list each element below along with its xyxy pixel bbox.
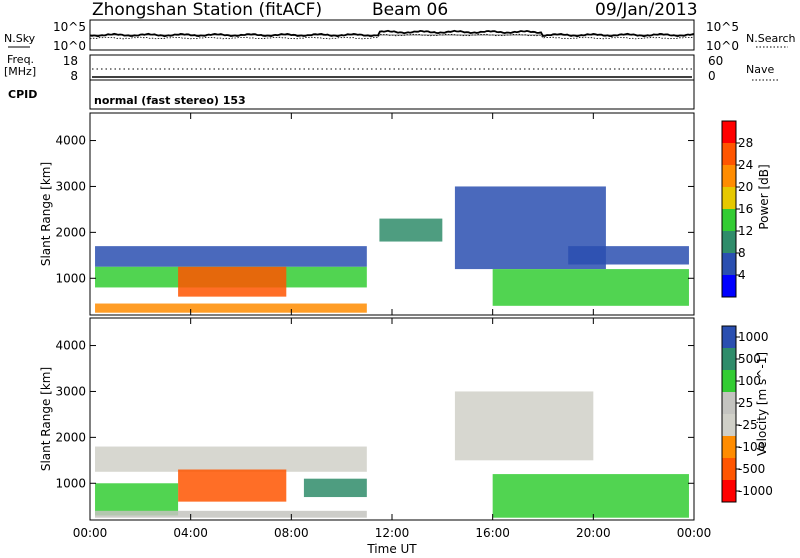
colorbar-tick-label-3: 16	[738, 202, 753, 216]
y-tick-label-1: 2000	[55, 225, 86, 239]
noise-search-trace	[89, 33, 695, 40]
colorbar-tick-label-2: 12	[738, 224, 753, 238]
scatter-region-7	[568, 246, 689, 265]
colorbar-segment-7	[722, 326, 736, 348]
colorbar-segment-2	[722, 436, 736, 458]
nave-tick-top: 60	[708, 54, 723, 68]
noise-right-tick-top: 10^5	[706, 20, 739, 34]
colorbar-tick-label-5: -100	[738, 440, 765, 454]
colorbar-tick-label-6: -500	[738, 462, 765, 476]
colorbar-segment-3	[722, 414, 736, 436]
scatter-region-3	[303, 478, 367, 498]
power-colorbar-label: Power [dB]	[757, 164, 771, 229]
beam-label: Beam 06	[372, 0, 448, 20]
freq-unit-label: [MHz]	[4, 65, 36, 78]
time-tick-label-1: 04:00	[173, 526, 208, 540]
colorbar-tick-label-4: -25	[738, 418, 758, 432]
power-axes: 1000 2000 3000 4000	[55, 113, 695, 315]
freq-tick-top: 18	[63, 54, 78, 68]
time-tick-label-3: 12:00	[375, 526, 410, 540]
nave-label: Nave	[746, 63, 774, 76]
colorbar-segment-3	[722, 209, 736, 231]
velocity-colorbar-label: Velocity [m s^-1]	[755, 352, 769, 456]
station-title: Zhongshan Station (fitACF)	[92, 0, 322, 20]
time-tick-label-4: 16:00	[475, 526, 510, 540]
scatter-region-2	[95, 483, 179, 516]
y-tick-label-2: 3000	[55, 179, 86, 193]
noise-right-tick-bottom: 10^0	[706, 39, 739, 53]
scatter-region-6	[492, 269, 689, 306]
colorbar-tick-label-7: -1000	[738, 484, 773, 498]
noise-search-label: N.Search	[746, 32, 796, 45]
noise-left-tick-bottom: 10^0	[53, 39, 86, 53]
cpid-frame	[89, 79, 695, 110]
colorbar-segment-1	[722, 458, 736, 480]
colorbar-tick-label-0: 1000	[738, 330, 769, 344]
scatter-region-3	[95, 303, 367, 313]
colorbar-tick-label-1: 8	[738, 246, 746, 260]
y-tick-label-3: 4000	[55, 134, 86, 148]
nave-tick-bottom: 0	[708, 69, 716, 83]
colorbar-segment-5	[722, 370, 736, 392]
scatter-region-4	[379, 218, 443, 242]
noise-left-tick-top: 10^5	[53, 20, 86, 34]
scatter-region-6	[492, 474, 689, 518]
scatter-region-2	[178, 266, 287, 297]
y-tick-label-0: 1000	[55, 271, 86, 285]
y-tick-label-3: 4000	[55, 339, 86, 353]
power-regions	[95, 186, 689, 313]
power-ylabel: Slant Range [km]	[39, 162, 53, 266]
velocity-axes: 1000 2000 3000 4000	[55, 318, 695, 520]
scatter-region-5	[454, 391, 594, 461]
colorbar-segment-0	[722, 480, 736, 502]
colorbar-tick-label-4: 20	[738, 180, 753, 194]
scatter-region-0	[95, 246, 367, 267]
freq-panel: Freq. [MHz] 18 8 60 0 Nave	[4, 53, 780, 83]
time-tick-label-0: 00:00	[73, 526, 108, 540]
colorbar-tick-label-3: 25	[738, 396, 753, 410]
time-tick-label-5: 20:00	[576, 526, 611, 540]
scatter-region-4	[95, 510, 367, 518]
scatter-region-1	[178, 469, 287, 502]
noise-sky-trace	[89, 29, 695, 38]
y-tick-label-0: 1000	[55, 476, 86, 490]
colorbar-segment-1	[722, 253, 736, 275]
colorbar-segment-0	[722, 275, 736, 297]
velocity-ylabel: Slant Range [km]	[39, 367, 53, 471]
time-axis: 00:00 04:00 08:00 12:00 16:00 20:00 00:00	[73, 526, 712, 540]
time-tick-label-2: 08:00	[274, 526, 309, 540]
colorbar-tick-label-0: 4	[738, 268, 746, 282]
colorbar-segment-6	[722, 143, 736, 165]
velocity-panel: 1000 2000 3000 4000 Slant Range [km] 1000 50…	[39, 317, 773, 521]
colorbar-tick-label-6: 28	[738, 136, 753, 150]
colorbar-segment-2	[722, 231, 736, 253]
noise-sky-label: N.Sky	[4, 32, 36, 45]
cpid-row: CPID normal (fast stereo) 153	[8, 79, 695, 110]
y-tick-label-1: 2000	[55, 430, 86, 444]
freq-tick-bottom: 8	[70, 69, 78, 83]
colorbar-segment-6	[722, 348, 736, 370]
time-tick-label-6: 00:00	[677, 526, 712, 540]
y-tick-label-2: 3000	[55, 384, 86, 398]
colorbar-tick-label-5: 24	[738, 158, 753, 172]
time-axis-label: Time UT	[366, 542, 417, 554]
colorbar-segment-4	[722, 392, 736, 414]
velocity-regions	[95, 391, 689, 518]
date-label: 09/Jan/2013	[595, 0, 698, 20]
velocity-colorbar: 1000 500 100 25 -25 -100 -500 -1000	[721, 325, 773, 503]
colorbar-tick-label-1: 500	[738, 352, 761, 366]
power-colorbar: 4 8 12 16 20 24 28	[721, 120, 753, 298]
cpid-label: CPID	[8, 88, 37, 101]
colorbar-segment-5	[722, 165, 736, 187]
colorbar-segment-4	[722, 187, 736, 209]
noise-panel: N.Sky 10^5 10^0 10^5 10^0 N.Search	[4, 19, 796, 53]
freq-label: Freq.	[7, 53, 34, 66]
cpid-text: normal (fast stereo) 153	[94, 94, 246, 107]
power-panel: 1000 2000 3000 4000 Slant Range [km] 4 8 12 16…	[39, 112, 771, 316]
colorbar-segment-7	[722, 121, 736, 143]
scatter-region-0	[95, 446, 367, 472]
colorbar-tick-label-2: 100	[738, 374, 761, 388]
colorbar-frame	[721, 325, 737, 503]
